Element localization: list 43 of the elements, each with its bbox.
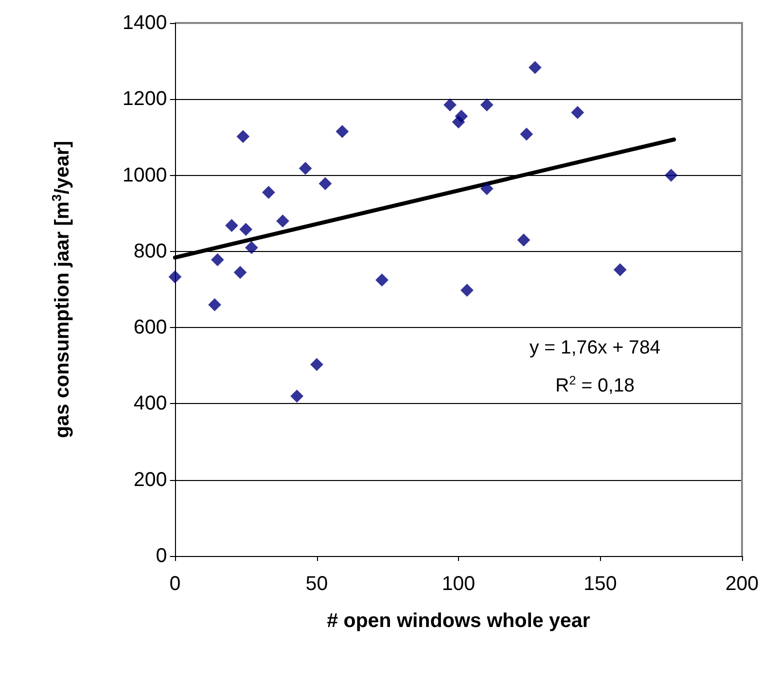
x-tick-label: 150 <box>584 573 617 595</box>
point <box>443 98 456 112</box>
point <box>571 106 584 119</box>
point <box>276 214 290 228</box>
y-axis-title: gas consumption jaar [m3/year] <box>49 140 74 438</box>
x-tick-label: 50 <box>306 573 328 595</box>
y-tick-label: 200 <box>134 468 167 491</box>
point <box>290 390 304 403</box>
y-tick-label: 0 <box>156 545 167 567</box>
point <box>234 266 247 279</box>
point <box>239 222 252 236</box>
y-tick-label: 1200 <box>122 88 167 110</box>
y-tick-label: 800 <box>134 240 167 262</box>
point <box>262 186 276 199</box>
point <box>211 253 224 266</box>
point <box>517 234 530 247</box>
x-tick-label: 100 <box>442 573 476 595</box>
y-tick-label: 600 <box>134 316 167 339</box>
point <box>208 298 222 312</box>
point <box>614 263 627 276</box>
point <box>454 110 468 123</box>
point <box>336 125 349 138</box>
point <box>245 241 258 254</box>
point <box>480 182 494 196</box>
point <box>236 130 250 143</box>
point <box>318 177 332 190</box>
annotation: y = 1,76x + 784 <box>530 338 661 358</box>
x-axis-title: # open windows whole year <box>326 610 590 632</box>
x-tick-label: 200 <box>725 573 759 595</box>
point <box>310 358 324 371</box>
point <box>225 219 238 232</box>
point <box>480 98 494 112</box>
y-tick-label: 1400 <box>122 12 167 34</box>
point <box>168 270 182 284</box>
y-tick-label: 400 <box>134 392 167 415</box>
x-tick-label: 0 <box>169 573 181 595</box>
point <box>664 168 678 182</box>
point <box>520 128 534 141</box>
point <box>375 273 388 286</box>
point <box>298 162 312 175</box>
point <box>528 61 542 74</box>
point <box>460 284 474 297</box>
y-tick-label: 1000 <box>122 164 167 186</box>
